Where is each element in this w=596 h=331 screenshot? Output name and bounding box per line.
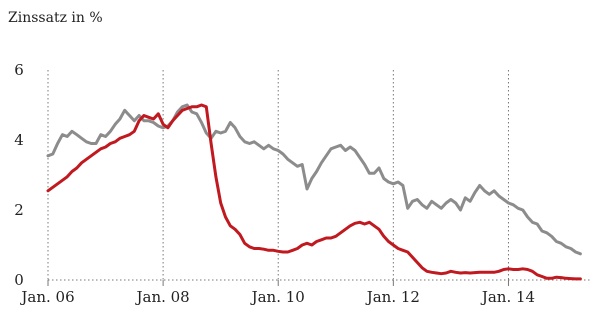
tick-labels: Jan. 06 Jan. 08 Jan. 10 Jan. 12 Jan. 14 0 2 4 6 [14, 61, 535, 306]
series-line-gray [48, 105, 580, 254]
x-tick-label: Jan. 08 [134, 288, 189, 306]
y-tick-label: 0 [14, 271, 24, 289]
series-line-red [48, 105, 580, 279]
y-axis-title: Zinssatz in % [8, 10, 103, 26]
series-lines [48, 105, 580, 279]
x-tick-label: Jan. 14 [480, 288, 535, 306]
x-tick-label: Jan. 06 [19, 288, 74, 306]
y-tick-label: 4 [14, 131, 24, 149]
x-tick-label: Jan. 10 [250, 288, 305, 306]
y-tick-label: 2 [14, 201, 24, 219]
y-tick-label: 6 [14, 61, 24, 79]
x-tick-label: Jan. 12 [365, 288, 420, 306]
